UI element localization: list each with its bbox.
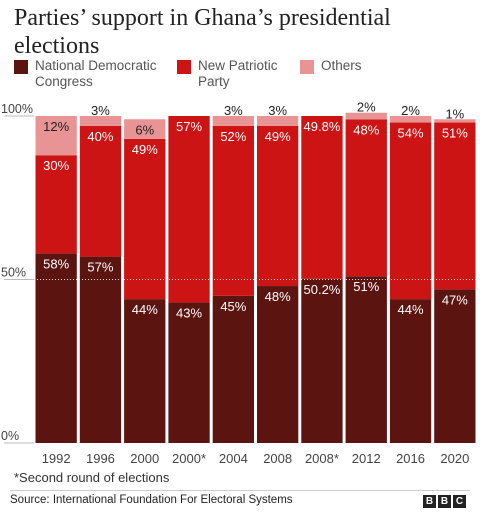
bar-segment [79,256,122,443]
bar-segment [345,276,387,443]
data-label: 44% [132,302,158,317]
data-label: 2% [357,100,376,115]
bar-segment [434,289,476,443]
legend-label-others: Others [321,58,362,73]
x-tick-label: 2020 [440,451,469,466]
x-tick-label: 2008 [263,451,292,466]
data-label: 57% [176,119,202,134]
data-label: 52% [220,129,246,144]
source-text: Source: International Foundation For Ele… [10,494,293,506]
data-label: 12% [43,119,69,134]
y-tick-label: 0% [1,429,19,443]
legend-label-ndc: National Democratic Congress [35,58,157,89]
legend-item-npp: New Patriotic Party [177,58,297,90]
data-label: 48% [265,289,291,304]
data-label: 2% [401,103,420,118]
logo-letter: B [423,495,436,508]
bar-segment [257,286,299,443]
x-tick-label: 2012 [352,451,381,466]
bar-segment [35,116,77,156]
data-label: 57% [87,260,113,275]
bar-segment [124,299,166,443]
stacked-bar-chart: 0% 50% 100% 58% 30% 12% 1992 57% 40% 3% 1996 44% 49%… [1,100,477,466]
data-label: 45% [220,299,246,314]
bar-segment [301,278,343,443]
data-label: 51% [442,126,468,141]
bar-segment [124,119,166,139]
bar-segment [389,299,432,443]
bar-segment [79,116,122,126]
data-label: 43% [176,305,202,320]
data-label: 49.8% [304,119,341,134]
data-label: 3% [224,103,243,118]
data-label: 1% [445,106,464,121]
bar-segment [301,116,343,279]
bar-segment [79,125,122,257]
data-label: 49% [132,142,158,157]
bar-segment [434,119,476,123]
legend-swatch-npp [177,60,191,74]
data-label: 51% [353,279,379,294]
x-tick-label: 2008* [305,451,339,466]
legend-label-npp: New Patriotic Party [198,58,278,89]
data-label: 44% [398,302,424,317]
bar-segment [212,116,254,126]
bar-segment [124,138,166,300]
footnote: *Second round of elections [14,470,170,485]
bar-segment [35,155,77,254]
bar-segment [257,125,299,287]
bar-segment [257,116,299,126]
bar-segment [389,116,432,123]
x-tick-label: 1996 [86,451,115,466]
data-label: 47% [442,292,468,307]
data-label: 3% [268,103,287,118]
bar-segment [434,122,476,290]
data-label: 58% [43,256,69,271]
bar-segment [212,125,254,296]
bar-segment [35,253,77,443]
bar-segment [168,302,210,443]
data-label: 6% [135,122,154,137]
bar-segment [389,122,432,300]
bar-segment [168,116,210,303]
data-label: 54% [398,126,424,141]
bar-segment [345,112,387,120]
x-tick-label: 2000 [130,451,159,466]
bar-segment [345,119,387,277]
x-tick-label: 1992 [42,451,71,466]
data-label: 30% [43,158,69,173]
logo-letter: B [438,495,451,508]
legend: National Democratic Congress New Patriot… [14,58,474,98]
bbc-logo: B B C [423,495,466,508]
data-label: 3% [91,103,110,118]
data-label: 50.2% [304,282,341,297]
data-label: 49% [265,129,291,144]
bar-segment [212,295,254,443]
legend-item-ndc: National Democratic Congress [14,58,184,90]
x-tick-label: 2004 [219,451,248,466]
source-divider [10,490,470,491]
legend-item-others: Others [300,58,400,74]
x-tick-label: 2016 [396,451,425,466]
legend-swatch-ndc [14,60,28,74]
y-tick-label: 100% [1,102,33,116]
y-tick-label: 50% [1,266,26,280]
data-label: 40% [87,129,113,144]
data-label: 48% [353,122,379,137]
x-tick-label: 2000* [172,451,206,466]
legend-swatch-others [300,60,314,74]
logo-letter: C [453,495,466,508]
chart-title: Parties’ support in Ghana’s presidential… [14,5,391,59]
